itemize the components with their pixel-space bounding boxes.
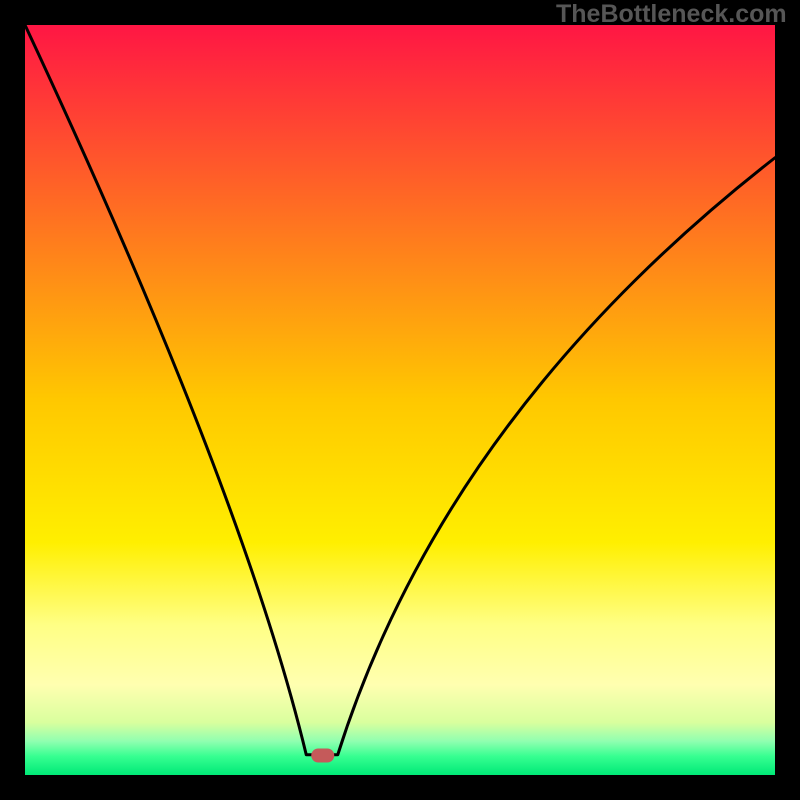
chart-svg-layer [0, 0, 800, 800]
bottleneck-curve [25, 25, 775, 755]
watermark-label: TheBottleneck.com [556, 0, 787, 29]
optimal-point-marker [311, 749, 334, 763]
